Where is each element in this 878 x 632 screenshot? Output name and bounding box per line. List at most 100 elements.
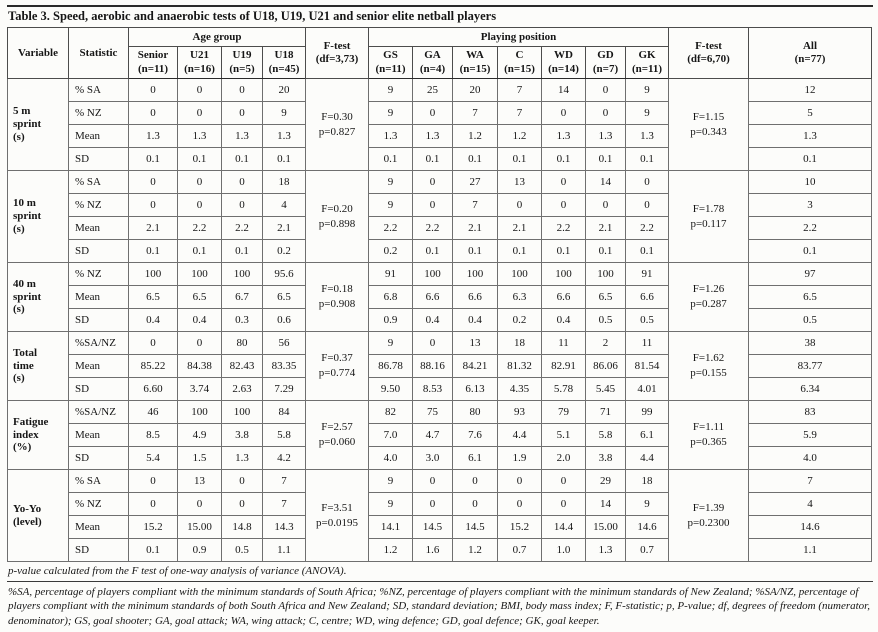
age-value-cell: 7.29 (262, 377, 306, 401)
all-value-cell: 5.9 (748, 423, 872, 447)
position-value-cell: 4.0 (368, 446, 413, 470)
variable-cell: 10 m sprint (s) (7, 170, 69, 263)
age-value-cell: 3.8 (221, 423, 263, 447)
ftest-position-cell: F=1.39 p=0.2300 (668, 469, 749, 562)
table-row: Mean 6.5 6.5 6.7 6.5 6.8 6.6 6.6 6.3 6.6 6.5 6.6 6.5 (8, 285, 872, 309)
position-value-cell: 81.32 (497, 354, 542, 378)
age-value-cell: 0.1 (128, 538, 178, 562)
statistic-cell: % SA (68, 170, 129, 194)
table-row: Mean 15.2 15.00 14.8 14.3 14.1 14.5 14.5 15.2 14.… (8, 515, 872, 539)
position-value-cell: 6.3 (497, 285, 542, 309)
statistic-cell: Mean (68, 124, 129, 148)
position-value-cell: 9.50 (368, 377, 413, 401)
position-value-cell: 9 (625, 492, 669, 516)
col-header-u19: U19 (n=5) (221, 46, 263, 79)
position-value-cell: 0.1 (497, 239, 542, 263)
position-value-cell: 1.2 (452, 538, 498, 562)
age-value-cell: 0.1 (221, 239, 263, 263)
age-value-cell: 15.00 (177, 515, 222, 539)
position-value-cell: 2 (585, 331, 626, 355)
age-value-cell: 0 (128, 101, 178, 125)
position-value-cell: 0.7 (497, 538, 542, 562)
age-value-cell: 6.5 (128, 285, 178, 309)
position-value-cell: 0 (452, 492, 498, 516)
position-value-cell: 0.1 (585, 239, 626, 263)
table-row: % NZ 0 0 0 4 9 0 7 0 0 0 0 3 (8, 193, 872, 217)
all-value-cell: 1.1 (748, 538, 872, 562)
position-value-cell: 84.21 (452, 354, 498, 378)
col-header-statistic: Statistic (68, 27, 129, 79)
position-value-cell: 20 (452, 78, 498, 102)
age-value-cell: 4.2 (262, 446, 306, 470)
position-value-cell: 75 (412, 400, 453, 424)
age-value-cell: 0 (177, 170, 222, 194)
col-header-gd: GD (n=7) (585, 46, 626, 79)
position-value-cell: 7.0 (368, 423, 413, 447)
statistic-cell: SD (68, 377, 129, 401)
position-value-cell: 0 (625, 193, 669, 217)
age-value-cell: 0 (128, 492, 178, 516)
position-value-cell: 18 (625, 469, 669, 493)
age-value-cell: 7 (262, 492, 306, 516)
age-value-cell: 0.2 (262, 239, 306, 263)
footnote-abbreviations: %SA, percentage of players compliant wit… (8, 586, 870, 627)
position-value-cell: 6.5 (585, 285, 626, 309)
position-value-cell: 4.4 (625, 446, 669, 470)
age-value-cell: 0.1 (262, 147, 306, 171)
all-value-cell: 12 (748, 78, 872, 102)
age-value-cell: 100 (177, 262, 222, 286)
age-value-cell: 0 (221, 170, 263, 194)
age-value-cell: 100 (221, 262, 263, 286)
statistic-cell: % SA (68, 78, 129, 102)
position-value-cell: 0.4 (412, 308, 453, 332)
all-value-cell: 7 (748, 469, 872, 493)
statistic-cell: SD (68, 446, 129, 470)
position-value-cell: 6.6 (412, 285, 453, 309)
age-value-cell: 0 (177, 193, 222, 217)
position-value-cell: 0.7 (625, 538, 669, 562)
age-value-cell: 1.3 (221, 124, 263, 148)
position-value-cell: 0 (585, 78, 626, 102)
position-value-cell: 0.5 (585, 308, 626, 332)
statistic-cell: %SA/NZ (68, 400, 129, 424)
position-value-cell: 18 (497, 331, 542, 355)
position-value-cell: 14.1 (368, 515, 413, 539)
age-value-cell: 0 (128, 78, 178, 102)
position-value-cell: 29 (585, 469, 626, 493)
position-value-cell: 0 (452, 469, 498, 493)
col-header-u18: U18 (n=45) (262, 46, 306, 79)
statistic-cell: % NZ (68, 492, 129, 516)
col-header-gs: GS (n=11) (368, 46, 413, 79)
age-value-cell: 1.3 (262, 124, 306, 148)
position-value-cell: 6.8 (368, 285, 413, 309)
age-value-cell: 14.3 (262, 515, 306, 539)
age-value-cell: 46 (128, 400, 178, 424)
table-row: Yo-Yo (level)% SA 0 13 0 7 F=3.51 p=0.0195 9 0 0 0 0… (7, 469, 872, 562)
position-value-cell: 0 (541, 469, 586, 493)
col-header-variable: Variable (7, 27, 69, 79)
position-value-cell: 4.01 (625, 377, 669, 401)
age-value-cell: 2.2 (221, 216, 263, 240)
all-value-cell: 83.77 (748, 354, 872, 378)
position-value-cell: 0.1 (452, 239, 498, 263)
age-value-cell: 3.74 (177, 377, 222, 401)
ftest-position-cell: F=1.15 p=0.343 (668, 78, 749, 171)
col-header-ftest-position: F-test (df=6,70) (668, 27, 749, 79)
position-value-cell: 6.13 (452, 377, 498, 401)
position-value-cell: 0.1 (412, 147, 453, 171)
age-value-cell: 0.4 (128, 308, 178, 332)
position-value-cell: 9 (625, 78, 669, 102)
age-value-cell: 0.1 (177, 239, 222, 263)
age-value-cell: 84 (262, 400, 306, 424)
position-value-cell: 8.53 (412, 377, 453, 401)
position-value-cell: 25 (412, 78, 453, 102)
position-value-cell: 0.5 (625, 308, 669, 332)
position-value-cell: 0 (412, 170, 453, 194)
age-value-cell: 0.5 (221, 538, 263, 562)
ftest-age-cell: F=2.57 p=0.060 (305, 400, 369, 470)
age-value-cell: 8.5 (128, 423, 178, 447)
table-row: SD 0.1 0.1 0.1 0.1 0.1 0.1 0.1 0.1 0.1 0.1 0.1 0.1 (8, 147, 872, 171)
position-value-cell: 1.3 (541, 124, 586, 148)
position-value-cell: 1.3 (625, 124, 669, 148)
